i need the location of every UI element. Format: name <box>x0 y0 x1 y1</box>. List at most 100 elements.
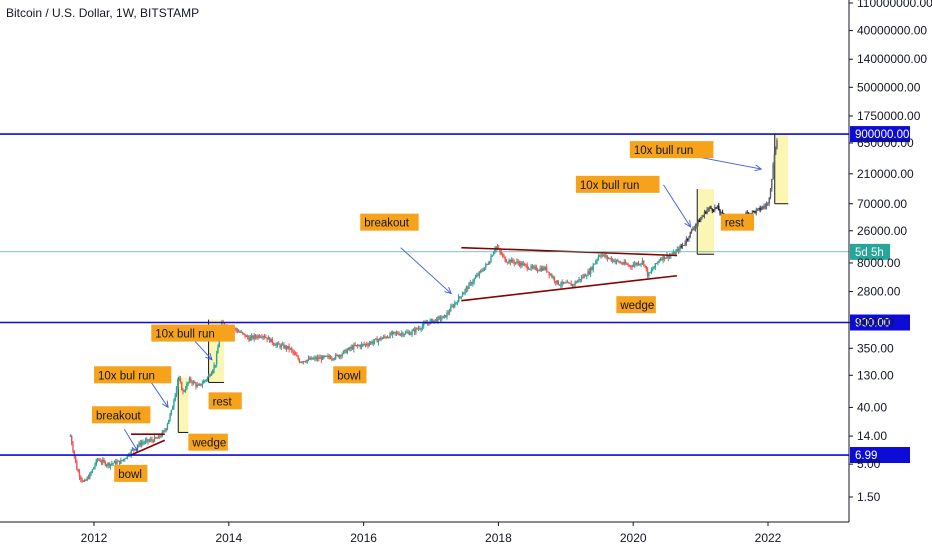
candle-body <box>618 261 620 263</box>
candle-body <box>376 338 378 343</box>
candle-body <box>707 208 710 210</box>
candle-body <box>199 383 201 386</box>
candle-body <box>412 329 415 331</box>
candle-body <box>390 333 393 335</box>
candle-body <box>252 335 254 339</box>
candle-body <box>697 220 699 224</box>
current-price-badge <box>850 243 890 260</box>
candle-body <box>174 394 176 401</box>
candle-body <box>653 267 655 269</box>
current-price-label: 5d 5h <box>855 247 884 259</box>
candle-body <box>186 383 188 389</box>
candle-body <box>486 263 488 265</box>
candle-body <box>655 263 658 265</box>
candle-body <box>646 269 649 277</box>
candle-body <box>591 267 593 270</box>
candle-body <box>690 229 693 232</box>
candle-body <box>683 244 685 246</box>
candle-body <box>89 473 91 479</box>
candle-body <box>545 266 548 272</box>
candle-body <box>570 283 572 286</box>
candle-body <box>543 267 545 270</box>
candle-body <box>769 189 772 198</box>
annotation-box <box>333 366 367 384</box>
candle-body <box>336 354 338 356</box>
candle-body <box>573 284 575 286</box>
candle-body <box>192 381 195 384</box>
candle-body <box>377 339 380 343</box>
candle-body <box>368 343 371 346</box>
candle-body <box>266 337 268 340</box>
candle-body <box>668 255 671 258</box>
candle-body <box>716 205 719 208</box>
candle-body <box>327 355 329 357</box>
candle-body <box>415 328 417 333</box>
candle-body <box>146 439 148 441</box>
annotation-box <box>151 324 235 342</box>
candle-body <box>315 357 317 360</box>
candle-body <box>675 250 677 255</box>
y-tick-label: 130.00 <box>857 368 894 382</box>
candle-body <box>87 477 90 479</box>
candle-body <box>157 435 160 439</box>
candle-body <box>466 287 469 289</box>
candle-body <box>703 211 706 216</box>
highlight-boxes <box>177 134 789 433</box>
candle-body <box>316 357 319 360</box>
candle-body <box>215 353 218 365</box>
candle-body <box>200 383 202 386</box>
candle-body <box>681 245 684 247</box>
candle-body <box>254 335 257 337</box>
candle-body <box>359 345 361 347</box>
candle-body <box>500 251 503 255</box>
candle-body <box>149 439 152 441</box>
candle-body <box>355 345 358 347</box>
candle-body <box>696 223 698 226</box>
candle-body <box>408 332 411 335</box>
candle-body <box>344 349 346 351</box>
candle-body <box>407 332 409 334</box>
candle-body <box>755 209 757 213</box>
candle-body <box>762 206 764 209</box>
candle-body <box>310 357 312 360</box>
candle-body <box>504 256 506 262</box>
candle-body <box>596 259 598 262</box>
arrow-line <box>194 341 213 361</box>
candle-body <box>197 384 200 386</box>
candle-body <box>360 344 363 347</box>
arrow-line <box>400 247 452 294</box>
candle-body <box>323 355 325 357</box>
candle-body <box>627 264 629 266</box>
candle-body <box>292 350 294 353</box>
candle-body <box>298 359 301 363</box>
candle-body <box>239 331 241 333</box>
candle-body <box>579 278 581 280</box>
candle-body <box>267 337 270 340</box>
candle-body <box>701 217 703 219</box>
candle-body <box>204 380 206 382</box>
candle-body <box>416 328 418 330</box>
candle-body <box>261 336 263 338</box>
candle-body <box>124 458 126 460</box>
y-tick-label: 5000000.00 <box>857 80 921 94</box>
annotation-label: wedge <box>191 438 226 450</box>
candle-body <box>609 258 611 260</box>
candle-body <box>162 430 165 432</box>
candle-body <box>155 437 157 439</box>
arrow-head <box>754 164 763 172</box>
candle-body <box>353 344 355 350</box>
candle-body <box>615 260 618 262</box>
candle-body <box>606 255 609 259</box>
candle-body <box>170 409 173 415</box>
candle-body <box>394 331 396 333</box>
candle-body <box>521 262 523 266</box>
candle-body <box>109 463 112 467</box>
candle-body <box>322 355 324 360</box>
candle-body <box>752 210 755 212</box>
candle-body <box>184 388 187 391</box>
candle-body <box>776 140 778 149</box>
candle-body <box>574 281 576 285</box>
y-tick-label: 210000.00 <box>857 167 914 181</box>
candle-body <box>764 206 767 208</box>
candle-body <box>444 315 447 318</box>
